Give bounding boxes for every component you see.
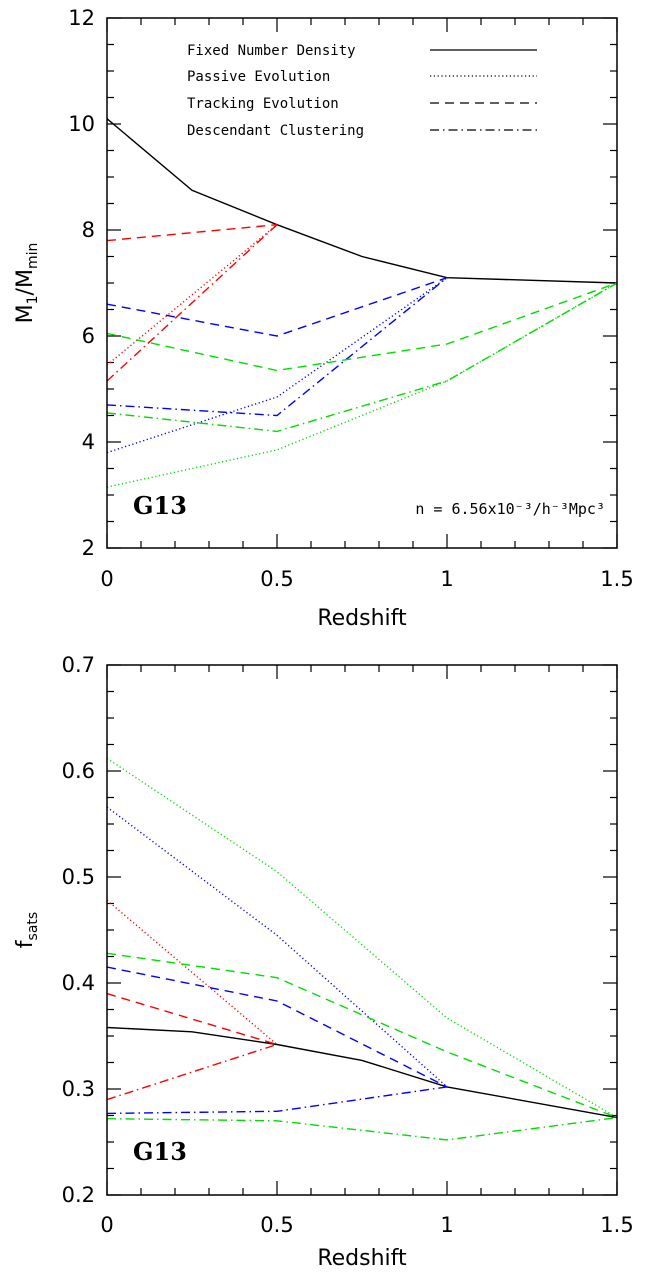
bottom-plot-frame: [106, 664, 618, 1196]
bottom-y-tick-label: 0.4: [62, 971, 95, 995]
top-series-line-solid-0: [106, 118, 618, 284]
top-y-tick-label: 10: [68, 112, 95, 136]
top-y-tick-label: 12: [68, 6, 95, 30]
top-x-tick-labels: 0 0.5 1 1.5: [100, 567, 633, 591]
top-plot-frame: [106, 17, 618, 549]
legend-label-tracking: Tracking Evolution: [187, 96, 339, 112]
top-y-tick-label: 6: [82, 324, 95, 348]
bottom-series-line-dashdot-6: [106, 1086, 448, 1115]
legend-label-descendant: Descendant Clustering: [187, 123, 364, 139]
top-series-line-dotted-8: [106, 282, 618, 488]
bottom-series-line-dashdot-9: [106, 1116, 618, 1141]
legend-label-passive: Passive Evolution: [187, 69, 330, 85]
top-y-tick-label: 4: [82, 430, 95, 454]
bottom-y-tick-label: 0.6: [62, 759, 95, 783]
bottom-series-line-dashdot-3: [106, 1043, 278, 1101]
bottom-x-tick-labels: 0 0.5 1 1.5: [100, 1213, 633, 1237]
top-x-tick-label: 0.5: [260, 567, 293, 591]
bottom-series-line-dashed-4: [106, 966, 448, 1088]
bottom-series-group: [106, 757, 618, 1141]
top-series-line-dashdot-9: [106, 282, 618, 433]
bottom-series-line-dotted-5: [106, 806, 448, 1088]
legend-label-fixed: Fixed Number Density: [187, 43, 356, 59]
bottom-x-tick-label: 1.5: [600, 1213, 633, 1237]
legend: Fixed Number Density Passive Evolution T…: [187, 43, 537, 139]
top-y-axis-label: M1/Mmin: [13, 243, 41, 324]
bottom-series-line-solid-0: [106, 1026, 618, 1119]
bottom-series-line-dashed-7: [106, 952, 618, 1119]
top-axis-ticks: [106, 17, 618, 549]
top-series-line-dotted-2: [106, 224, 278, 366]
bottom-x-tick-label: 0: [100, 1213, 113, 1237]
top-y-tick-labels: 2 4 6 8 10 12: [68, 6, 95, 560]
bottom-x-tick-label: 0.5: [260, 1213, 293, 1237]
top-series-line-dashed-7: [106, 282, 618, 372]
top-x-tick-label: 1.5: [600, 567, 633, 591]
bottom-y-tick-labels: 0.2 0.3 0.4 0.5 0.6 0.7: [62, 653, 95, 1207]
bottom-series-line-dashed-1: [106, 992, 278, 1046]
bottom-axis-ticks: [106, 664, 618, 1196]
top-sample-tag: G13: [133, 491, 187, 520]
top-x-tick-label: 0: [100, 567, 113, 591]
top-series-line-dashed-4: [106, 277, 448, 337]
top-x-axis-label: Redshift: [317, 606, 407, 631]
bottom-panel: 0 0.5 1 1.5 0.2 0.3 0.4 0.5 0.6 0.7 Redshift fsa…: [13, 653, 634, 1271]
bottom-x-axis-label: Redshift: [317, 1246, 407, 1271]
top-series-line-dashdot-6: [106, 277, 448, 417]
top-series-line-dotted-5: [106, 277, 448, 454]
top-series-line-dashed-1: [106, 224, 278, 242]
bottom-y-tick-label: 0.5: [62, 865, 95, 889]
top-panel: 0 0.5 1 1.5 2 4 6 8 10 12 Redshift M1/Mmin Fixed…: [13, 6, 634, 631]
bottom-y-tick-label: 0.7: [62, 653, 95, 677]
bottom-series-line-dotted-8: [106, 757, 618, 1119]
bottom-y-tick-label: 0.3: [62, 1077, 95, 1101]
top-y-tick-label: 2: [82, 536, 95, 560]
bottom-series-line-dotted-2: [106, 899, 278, 1046]
bottom-y-axis-label: fsats: [13, 912, 41, 948]
bottom-x-tick-label: 1: [440, 1213, 453, 1237]
bottom-y-tick-label: 0.2: [62, 1183, 95, 1207]
top-y-tick-label: 8: [82, 218, 95, 242]
top-series-line-dashdot-3: [106, 224, 278, 382]
number-density-annotation: n = 6.56x10⁻³/h⁻³Mpc³: [415, 500, 605, 518]
top-x-tick-label: 1: [440, 567, 453, 591]
bottom-sample-tag: G13: [133, 1137, 187, 1166]
top-series-group: [106, 118, 618, 488]
